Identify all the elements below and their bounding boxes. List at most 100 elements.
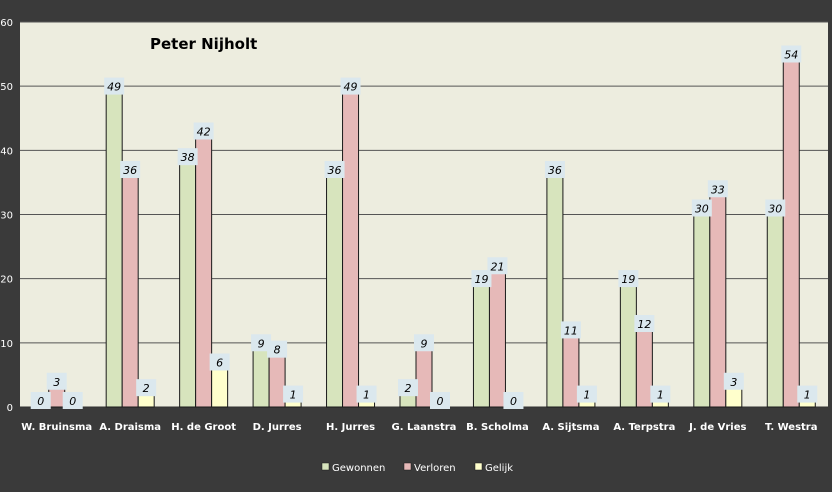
data-label: 3 <box>53 376 60 389</box>
x-tick-label: G. Laanstra <box>392 422 457 433</box>
data-label: 9 <box>258 337 265 350</box>
data-label-box <box>46 372 67 390</box>
data-label-box <box>398 379 418 397</box>
data-label-box <box>503 392 524 409</box>
bar-verloren-2 <box>195 137 213 408</box>
data-label: 49 <box>344 81 358 94</box>
y-tick-label: 60 <box>0 18 13 29</box>
y-tick-label: 20 <box>0 275 13 286</box>
data-label-box <box>340 77 361 95</box>
x-tick-label: A. Draisma <box>99 422 161 433</box>
y-tick-label: 40 <box>0 146 13 157</box>
bar-gewonnen-1 <box>105 92 123 408</box>
data-label: 1 <box>583 389 590 402</box>
x-tick-label: H. Jurres <box>326 422 375 433</box>
x-tick-label: B. Scholma <box>466 422 529 433</box>
data-label-box <box>209 353 230 371</box>
data-label-box <box>430 392 450 409</box>
bar-gewonnen-8 <box>619 284 637 408</box>
data-label-box <box>781 45 802 63</box>
data-label-box <box>136 379 157 397</box>
bar-gewonnen-3 <box>252 348 270 408</box>
data-label-box <box>120 161 141 178</box>
bar-verloren-10 <box>782 60 800 408</box>
bar-gelijk-2 <box>211 368 229 408</box>
data-label-box <box>650 385 671 403</box>
data-label: 11 <box>564 324 578 337</box>
data-label: 36 <box>123 164 137 177</box>
data-label-box <box>544 161 565 178</box>
y-tick-label: 0 <box>7 403 13 414</box>
x-tick-label: A. Terpstra <box>613 422 675 433</box>
data-label-box <box>251 334 272 352</box>
data-label: 30 <box>695 203 709 216</box>
x-tick-label: H. de Groot <box>171 422 236 433</box>
data-label: 12 <box>637 318 651 331</box>
data-label: 36 <box>328 164 342 177</box>
data-label-box <box>324 161 345 178</box>
bar-verloren-5 <box>415 348 433 408</box>
y-tick-label: 30 <box>0 211 13 222</box>
data-label: 1 <box>290 389 297 402</box>
legend-label-gelijk: Gelijk <box>485 463 513 474</box>
bar-verloren-0 <box>48 387 66 408</box>
x-tick-label: J. de Vries <box>688 422 746 433</box>
data-label-box <box>691 199 712 217</box>
data-label-box <box>193 122 214 140</box>
data-label: 33 <box>711 183 725 196</box>
bar-gewonnen-4 <box>326 175 344 408</box>
bar-gewonnen-9 <box>693 214 711 408</box>
y-tick-label: 50 <box>0 82 13 93</box>
data-label-box <box>283 385 304 403</box>
data-label-box <box>104 77 125 95</box>
y-axis-ticks: 0 10 20 30 40 50 60 <box>0 18 13 414</box>
legend-label-gewonnen: Gewonnen <box>332 463 385 474</box>
data-label-box <box>576 385 597 403</box>
data-label: 0 <box>437 395 444 408</box>
data-label-box <box>765 199 786 217</box>
legend: Gewonnen Verloren Gelijk <box>321 462 513 474</box>
chart-title: Peter Nijholt <box>150 35 257 53</box>
data-label: 42 <box>197 126 211 139</box>
data-label: 2 <box>405 382 412 395</box>
data-label-box <box>707 180 728 198</box>
bar-verloren-6 <box>488 271 506 408</box>
bar-verloren-7 <box>562 335 580 408</box>
data-label-box <box>797 385 818 403</box>
data-label: 1 <box>804 389 811 402</box>
y-tick-label: 10 <box>0 339 13 350</box>
data-label: 19 <box>474 273 488 286</box>
data-label: 30 <box>768 203 782 216</box>
data-label-box <box>618 270 639 288</box>
data-label: 1 <box>363 389 370 402</box>
bar-gewonnen-7 <box>546 175 564 408</box>
bar-gewonnen-10 <box>766 214 784 408</box>
data-label-box <box>267 340 288 358</box>
legend-swatch-verloren <box>403 462 412 471</box>
bar-gewonnen-6 <box>472 284 490 408</box>
data-label: 49 <box>107 81 121 94</box>
legend-swatch-gewonnen <box>321 462 330 471</box>
data-label: 8 <box>274 344 281 357</box>
data-label-box <box>356 385 377 403</box>
bar-gewonnen-2 <box>179 162 197 408</box>
data-label-box <box>177 148 198 166</box>
data-label-box <box>62 392 83 409</box>
x-axis-ticks: W. Bruinsma A. Draisma H. de Groot D. Jurre… <box>21 422 817 433</box>
data-label-box <box>634 315 655 332</box>
data-label-box <box>471 270 492 288</box>
bar-verloren-3 <box>268 355 286 408</box>
data-label-box <box>487 257 508 275</box>
legend-swatch-gelijk <box>474 462 483 471</box>
data-label: 2 <box>143 382 150 395</box>
bar-verloren-8 <box>635 329 653 408</box>
data-label-box <box>560 321 581 339</box>
data-label: 0 <box>510 395 517 408</box>
bar-verloren-4 <box>342 92 360 408</box>
bar-verloren-9 <box>709 194 727 408</box>
data-label-box <box>30 392 51 409</box>
data-label: 0 <box>37 395 44 408</box>
data-label: 9 <box>421 337 428 350</box>
